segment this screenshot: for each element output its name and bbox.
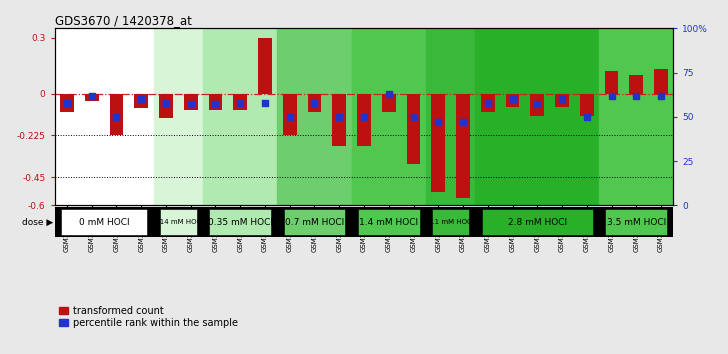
Bar [159, 93, 173, 118]
Bar [606, 210, 668, 235]
Point [333, 114, 345, 120]
Bar [284, 210, 346, 235]
Point [482, 100, 494, 105]
Bar [599, 28, 673, 205]
Point [358, 114, 370, 120]
Bar [475, 28, 599, 205]
Text: 0.35 mM HOCl: 0.35 mM HOCl [207, 218, 273, 227]
Bar [630, 75, 643, 93]
Text: 1.4 mM HOCl: 1.4 mM HOCl [359, 218, 419, 227]
Bar [357, 93, 371, 146]
Point [309, 100, 320, 105]
Bar [352, 28, 426, 205]
Bar [110, 93, 123, 135]
Bar [482, 210, 593, 235]
Bar [258, 38, 272, 93]
Bar [184, 93, 197, 110]
Bar [407, 93, 420, 164]
Point [234, 100, 246, 105]
Bar [382, 93, 395, 112]
Point [259, 100, 271, 105]
Bar [209, 93, 222, 110]
Point [210, 102, 221, 107]
Text: GDS3670 / 1420378_at: GDS3670 / 1420378_at [55, 14, 191, 27]
Point [655, 93, 667, 98]
Text: 0.7 mM HOCl: 0.7 mM HOCl [285, 218, 344, 227]
Point [86, 93, 98, 98]
Point [556, 96, 568, 102]
Bar [555, 93, 569, 107]
Bar [481, 93, 494, 112]
Point [111, 114, 122, 120]
Bar [333, 93, 346, 146]
Bar [283, 93, 296, 135]
Bar [55, 207, 673, 237]
Bar [456, 93, 470, 198]
Point [160, 100, 172, 105]
Bar [277, 28, 352, 205]
Text: 3.5 mM HOCl: 3.5 mM HOCl [606, 218, 666, 227]
Bar [203, 28, 277, 205]
Point [61, 100, 73, 105]
Bar [135, 93, 148, 108]
Point [135, 96, 147, 102]
Bar [506, 93, 519, 107]
Bar [358, 210, 419, 235]
Point [581, 114, 593, 120]
Bar [426, 28, 475, 205]
Bar [210, 210, 271, 235]
Bar [60, 93, 74, 112]
Bar [531, 93, 544, 116]
Text: 2.8 mM HOCl: 2.8 mM HOCl [507, 218, 567, 227]
Point [531, 102, 543, 107]
Point [630, 93, 642, 98]
Point [457, 119, 469, 125]
Text: 2.1 mM HOCl: 2.1 mM HOCl [428, 219, 473, 225]
Point [408, 114, 419, 120]
Bar [55, 28, 154, 205]
Bar [654, 69, 668, 93]
Bar [154, 28, 203, 205]
Point [606, 93, 617, 98]
Point [284, 114, 296, 120]
Point [383, 91, 395, 97]
Point [432, 119, 444, 125]
Bar [308, 93, 321, 112]
Bar [85, 93, 98, 101]
Point [507, 96, 518, 102]
Bar [160, 210, 197, 235]
Bar [580, 93, 593, 116]
Bar [432, 210, 469, 235]
Bar [61, 210, 148, 235]
Legend: transformed count, percentile rank within the sample: transformed count, percentile rank withi… [60, 306, 238, 328]
Text: 0 mM HOCl: 0 mM HOCl [79, 218, 130, 227]
Point [185, 102, 197, 107]
Text: 0.14 mM HOCl: 0.14 mM HOCl [153, 219, 204, 225]
Text: dose ▶: dose ▶ [22, 218, 53, 227]
Bar [432, 93, 445, 192]
Bar [605, 71, 618, 93]
Bar [234, 93, 247, 110]
